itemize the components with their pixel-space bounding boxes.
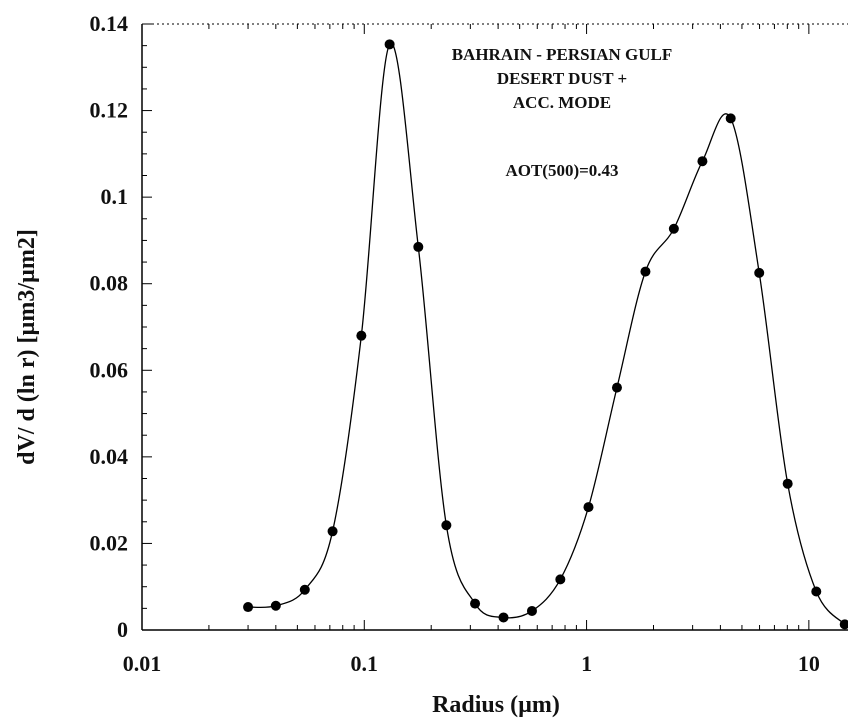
fit-curve-layer [248,42,846,625]
data-point [754,267,765,278]
data-point [441,520,452,531]
data-point [270,600,281,611]
data-point [839,619,848,630]
y-tick-label: 0.08 [90,271,129,296]
data-point [583,502,594,513]
y-tick-label: 0 [117,617,128,642]
data-point [611,382,622,393]
x-tick-label: 0.1 [351,651,379,676]
y-axis-ticks: 0 0.02 0.04 0.06 0.08 0.1 0.12 0.14 [90,11,152,642]
data-point [356,330,367,341]
y-axis-title: dV/ d (ln r) [µm3/µm2] [14,229,40,465]
x-tick-label: 0.01 [123,651,162,676]
data-point [526,605,537,616]
y-tick-label: 0.04 [90,444,129,469]
fit-curve [248,42,846,625]
data-point [470,598,481,609]
annotation-block: BAHRAIN - PERSIAN GULF DESERT DUST + ACC. … [452,45,673,180]
y-tick-label: 0.02 [90,530,129,555]
data-point [697,156,708,167]
data-point [243,602,254,613]
data-point [782,478,793,489]
y-tick-label: 0.14 [90,11,129,36]
x-axis-title: Radius (µm) [432,692,560,718]
annotation-line: DESERT DUST + [497,69,627,88]
data-point [299,584,310,595]
data-point [640,266,651,277]
y-tick-label: 0.12 [90,98,129,123]
x-tick-label: 1 [581,651,592,676]
plot-frame [141,23,848,631]
data-point [668,223,679,234]
data-point [498,612,509,623]
data-point [384,39,395,50]
annotation-line: ACC. MODE [513,93,611,112]
x-tick-label: 10 [798,651,820,676]
data-points [243,39,848,630]
y-tick-label: 0.1 [101,184,129,209]
data-point [327,526,338,537]
x-axis-ticks: 0.01 0.1 1 10 [123,24,820,676]
annotation-line: AOT(500)=0.43 [505,161,618,180]
data-point [555,574,566,585]
y-tick-label: 0.06 [90,357,129,382]
data-point [725,113,736,124]
annotation-line: BAHRAIN - PERSIAN GULF [452,45,673,64]
data-point [811,586,822,597]
data-point [413,241,424,252]
